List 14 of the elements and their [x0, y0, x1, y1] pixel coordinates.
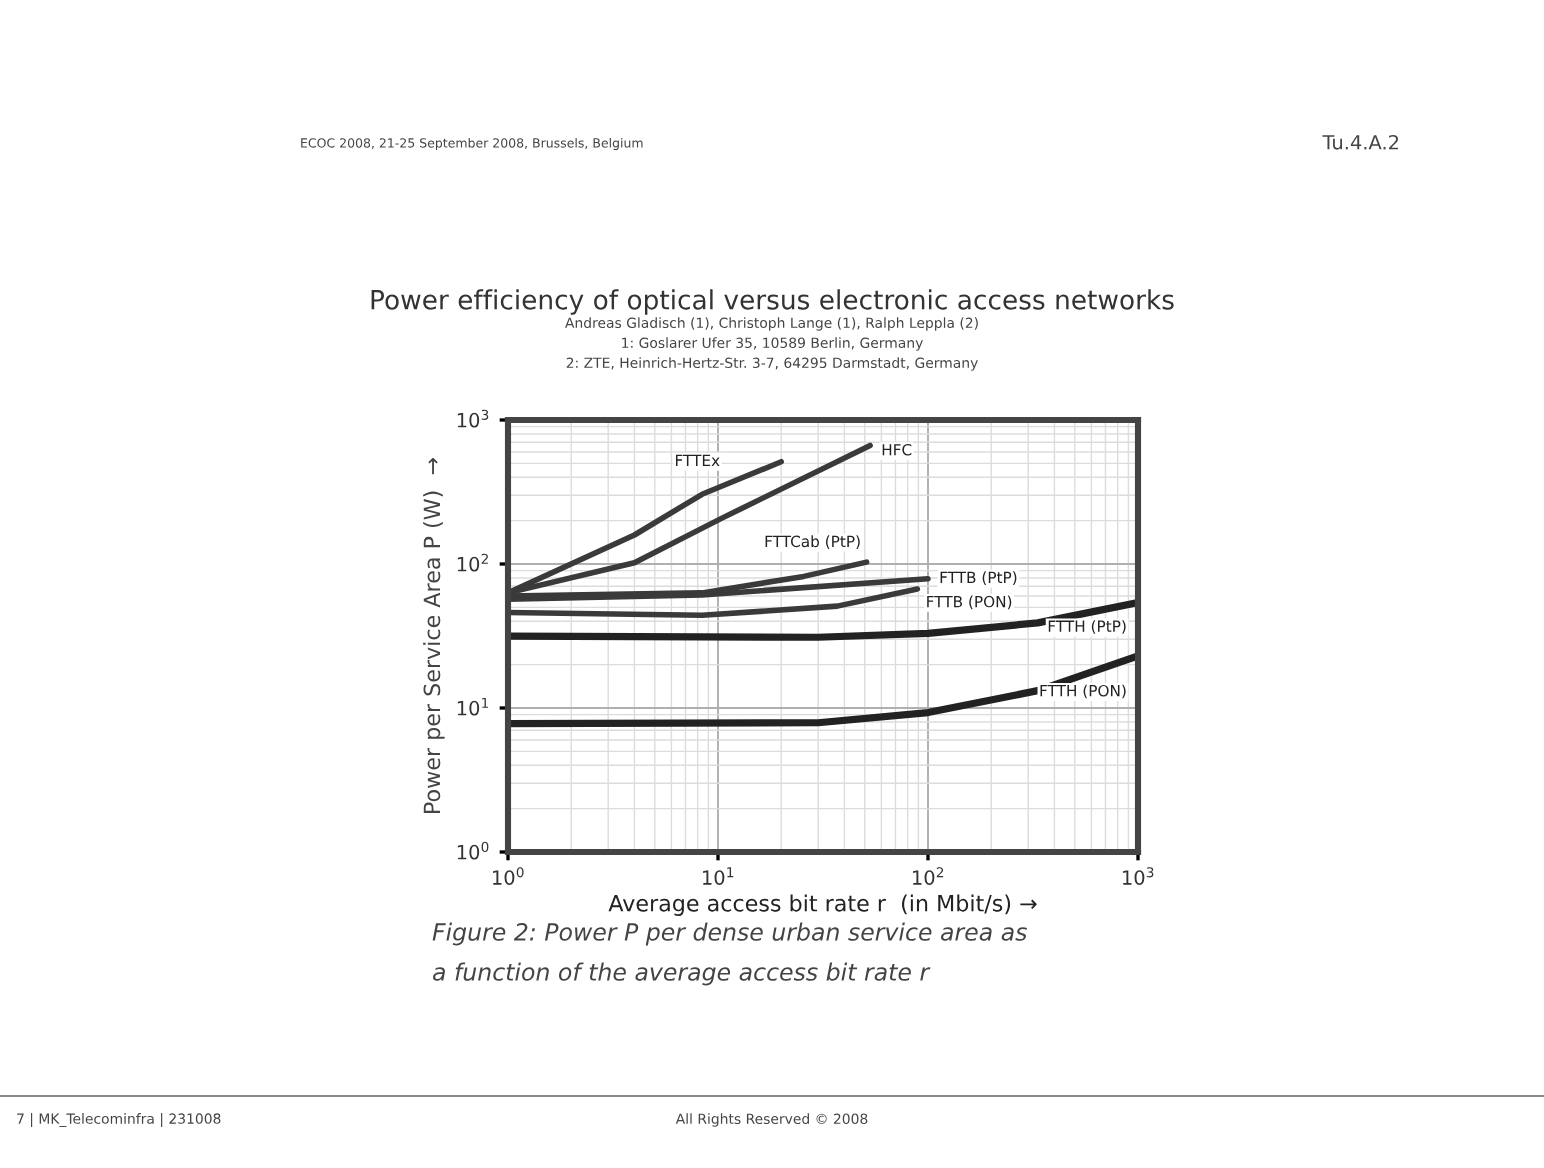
text: Tu.4.A.2	[1322, 134, 1399, 150]
y-tick-label: 10$^{0}$	[457, 841, 489, 860]
y-tick-label: 10$^{2}$	[457, 553, 488, 572]
x-axis-title: Average access bit rate r (in Mbit/s) →	[608, 894, 1037, 916]
text: a function of the average access bit rate r	[432, 962, 931, 986]
x-tick-label: 10$^{2}$	[913, 867, 944, 885]
y-tick-label: 10$^{1}$	[457, 697, 489, 716]
chart-title: Power efficiency of optical versus electronic access networks	[371, 289, 1174, 315]
x-tick-label: 10$^{3}$	[1123, 867, 1154, 885]
caption: Figure 2: Power P per dense urban service area as	[432, 922, 1027, 946]
x-tick-label: 10$^{0}$	[493, 867, 524, 885]
y-tick-label: 10$^{3}$	[457, 409, 489, 428]
y-axis-title: Power per Service Area P (W) →	[423, 458, 445, 813]
x-tick-label: 10$^{1}$	[703, 867, 734, 885]
